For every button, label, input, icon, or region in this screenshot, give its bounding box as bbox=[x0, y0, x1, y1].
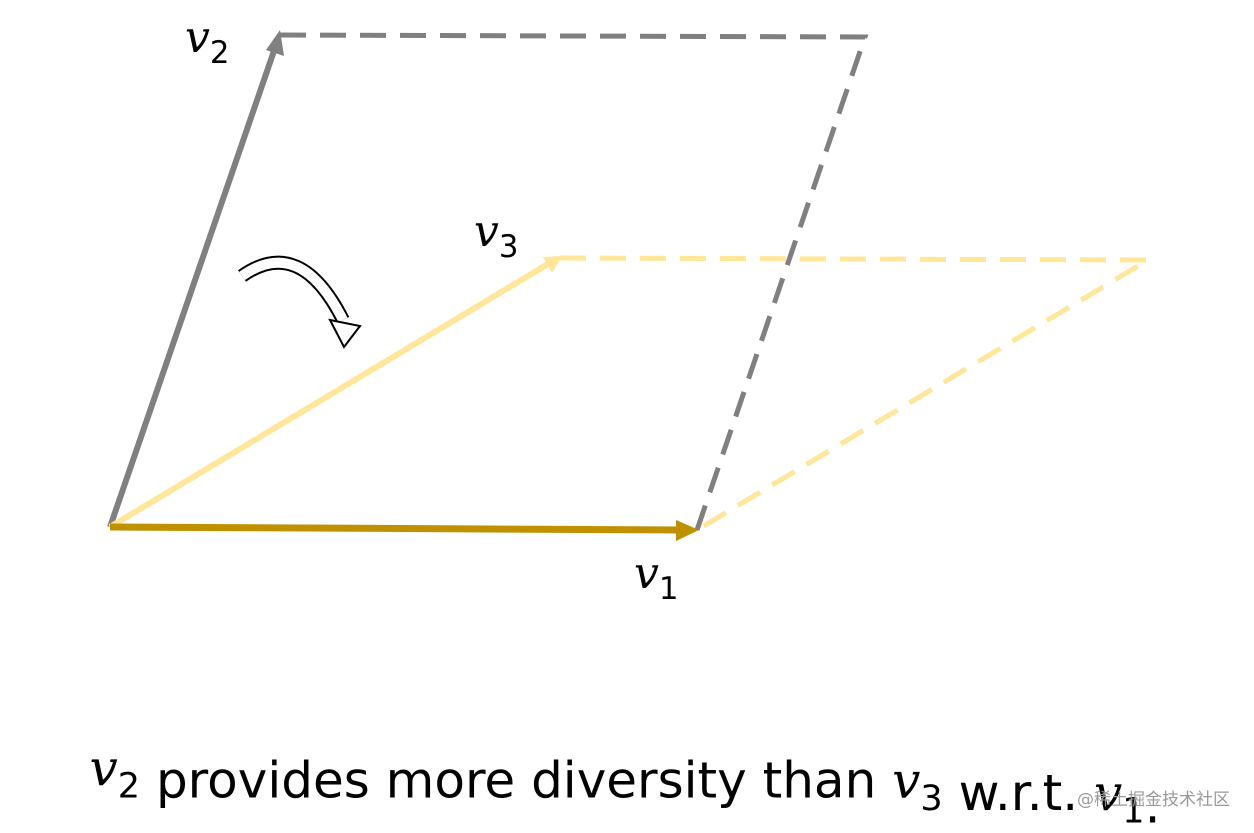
subscript: 1 bbox=[1122, 792, 1144, 832]
vector-label: v2 bbox=[185, 12, 229, 71]
caption: v2 provides more diversity than v3 w.r.t… bbox=[90, 739, 1161, 833]
v3-parallelogram bbox=[559, 255, 1157, 533]
subscript: 2 bbox=[118, 767, 140, 807]
v2-arrow bbox=[107, 47, 278, 528]
v1-head bbox=[676, 520, 699, 541]
symbol: v bbox=[185, 12, 210, 63]
caption-text: w.r.t. bbox=[943, 764, 1094, 822]
caption-text: . bbox=[1145, 777, 1161, 833]
v2-head bbox=[266, 30, 284, 56]
v3-head bbox=[543, 256, 562, 273]
subscript: 3 bbox=[920, 779, 942, 819]
rotation-arrow-body bbox=[239, 257, 348, 323]
subscript: 2 bbox=[210, 35, 230, 71]
watermark: @稀土掘金技术社区 bbox=[1077, 790, 1230, 810]
symbol: v bbox=[474, 206, 499, 257]
v3-arrow bbox=[108, 261, 550, 530]
v1-arrow bbox=[109, 523, 681, 534]
symbol: v bbox=[1094, 764, 1122, 822]
v2-parallelogram bbox=[279, 32, 869, 531]
vector-label: v1 bbox=[634, 548, 678, 607]
rotation-arrow-head bbox=[328, 318, 362, 349]
subscript: 3 bbox=[499, 229, 519, 265]
symbol: v bbox=[90, 739, 118, 797]
symbol: v bbox=[634, 548, 659, 599]
subscript: 1 bbox=[659, 571, 679, 607]
symbol: v bbox=[892, 752, 920, 810]
vector-label: v3 bbox=[474, 206, 518, 265]
caption-text: provides more diversity than bbox=[140, 752, 892, 810]
